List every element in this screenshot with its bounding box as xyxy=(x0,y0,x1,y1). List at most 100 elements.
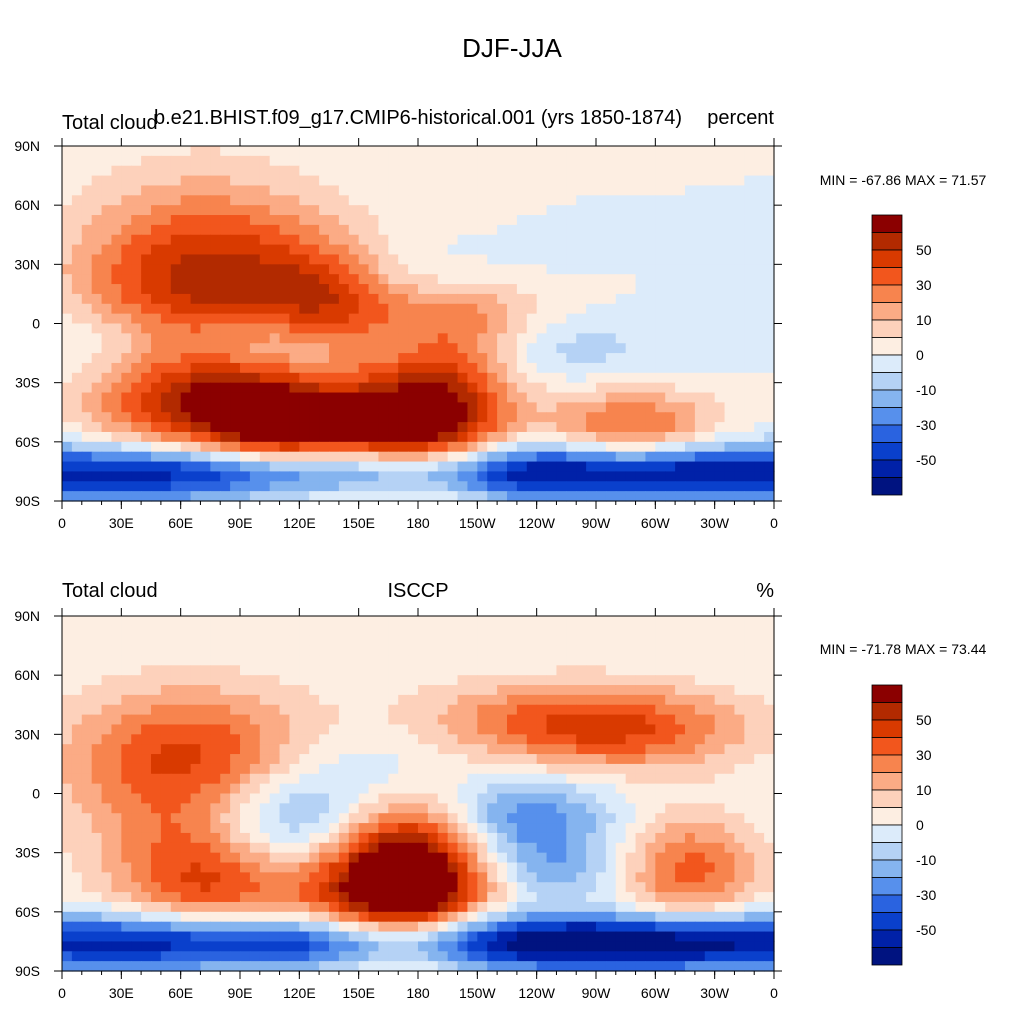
map-cell xyxy=(180,783,192,795)
map-cell xyxy=(279,724,291,735)
map-cell xyxy=(131,704,142,716)
map-cell xyxy=(497,763,508,775)
map-cell xyxy=(754,491,765,502)
map-cell xyxy=(754,293,765,305)
map-cell xyxy=(704,724,716,735)
map-cell xyxy=(665,823,676,834)
map-cell xyxy=(289,793,300,804)
map-cell xyxy=(546,645,558,657)
map-cell xyxy=(497,471,508,482)
map-cell xyxy=(249,872,261,883)
map-cell xyxy=(358,205,370,216)
map-cell xyxy=(190,284,202,295)
map-cell xyxy=(378,832,389,844)
map-cell xyxy=(249,441,261,453)
map-cell xyxy=(566,471,577,482)
map-cell xyxy=(734,754,745,765)
map-cell xyxy=(141,803,152,814)
map-cell xyxy=(516,195,528,206)
map-cell xyxy=(180,293,192,305)
map-cell xyxy=(566,441,577,453)
map-cell xyxy=(457,813,469,824)
map-cell xyxy=(259,175,271,187)
map-cell xyxy=(91,852,103,864)
map-cell xyxy=(744,901,755,913)
map-cell xyxy=(299,422,310,433)
map-cell xyxy=(764,842,775,854)
map-cell xyxy=(586,714,597,726)
map-cell xyxy=(764,461,775,473)
map-cell xyxy=(121,823,132,834)
map-cell xyxy=(190,353,202,364)
map-cell xyxy=(319,481,330,492)
map-cell xyxy=(81,754,93,765)
map-cell xyxy=(487,353,498,364)
map-cell xyxy=(497,685,508,696)
map-cell xyxy=(605,422,617,433)
map-cell xyxy=(319,763,330,775)
map-cell xyxy=(704,333,716,344)
map-cell xyxy=(586,862,597,873)
map-cell xyxy=(734,264,745,275)
map-cell xyxy=(269,461,281,473)
map-cell xyxy=(220,353,231,364)
map-cell xyxy=(714,635,726,647)
map-cell xyxy=(437,803,449,814)
map-cell xyxy=(121,461,132,473)
map-cell xyxy=(160,392,172,403)
map-cell xyxy=(121,392,132,403)
map-cell xyxy=(279,441,291,453)
map-cell xyxy=(596,685,607,696)
map-cell xyxy=(338,382,350,394)
map-cell xyxy=(418,431,429,443)
map-cell xyxy=(704,625,716,637)
map-cell xyxy=(131,625,142,637)
map-cell xyxy=(170,911,182,923)
map-cell xyxy=(62,491,73,502)
map-cell xyxy=(418,744,429,755)
map-cell xyxy=(368,793,380,804)
map-cell xyxy=(160,754,172,765)
map-cell xyxy=(319,333,330,344)
map-cell xyxy=(81,832,93,844)
map-cell xyxy=(111,284,122,295)
map-cell xyxy=(704,244,716,256)
map-cell xyxy=(230,441,241,453)
map-cell xyxy=(289,921,300,933)
map-cell xyxy=(309,441,320,453)
map-cell xyxy=(457,333,469,344)
map-cell xyxy=(210,293,221,305)
map-cell xyxy=(665,901,676,913)
map-cell xyxy=(467,303,478,315)
map-cell xyxy=(714,451,726,463)
map-cell xyxy=(319,655,330,666)
map-cell xyxy=(81,313,93,325)
map-cell xyxy=(62,892,73,903)
map-cell xyxy=(329,921,340,933)
map-cell xyxy=(427,685,439,696)
map-cell xyxy=(249,333,261,344)
map-cell xyxy=(596,303,607,315)
map-cell xyxy=(586,353,597,364)
map-cell xyxy=(457,744,469,755)
map-cell xyxy=(71,382,83,394)
map-cell xyxy=(566,635,577,647)
map-cell xyxy=(744,303,755,315)
map-cell xyxy=(526,803,538,814)
map-cell xyxy=(269,625,281,637)
map-cell xyxy=(457,862,469,873)
map-cell xyxy=(358,175,370,187)
map-cell xyxy=(615,264,627,275)
map-cell xyxy=(131,832,142,844)
map-cell xyxy=(744,451,755,463)
map-cell xyxy=(497,441,508,453)
map-cell xyxy=(180,645,192,657)
map-cell xyxy=(418,195,429,206)
map-cell xyxy=(62,284,73,295)
map-cell xyxy=(131,441,142,453)
map-cell xyxy=(368,234,380,246)
map-cell xyxy=(447,215,459,226)
map-cell xyxy=(764,323,775,334)
map-cell xyxy=(714,842,726,854)
map-cell xyxy=(398,625,409,637)
